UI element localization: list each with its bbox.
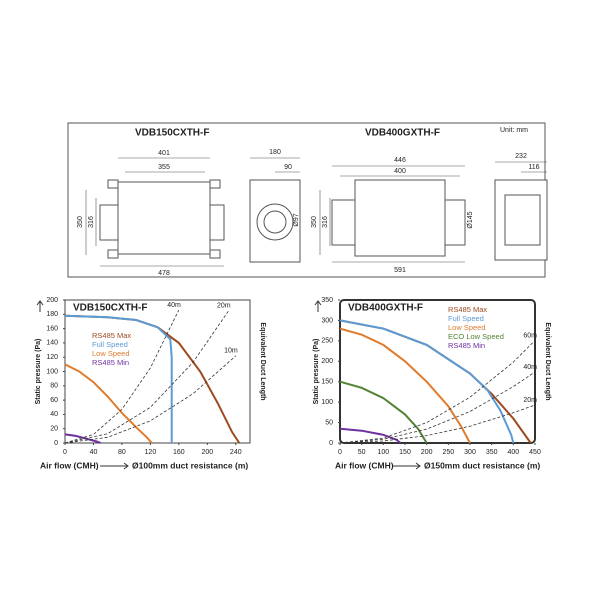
chart-frame [339, 299, 536, 444]
model-title: VDB400GXTH-F [365, 128, 440, 139]
dimension-label: 591 [394, 267, 406, 274]
unit-drawings [85, 157, 548, 267]
x-axis-label: Air flow (CMH) [335, 460, 394, 470]
y-tick-label: 0 [329, 440, 333, 447]
legend-entry: RS485 Min [92, 358, 129, 367]
y-tick-label: 250 [321, 338, 333, 345]
y-tick-label: 140 [46, 340, 58, 347]
y-tick-label: 300 [321, 317, 333, 324]
x-tick-label: 250 [442, 449, 454, 456]
x-tick-label: 0 [338, 449, 342, 456]
y-tick-label: 160 [46, 325, 58, 332]
curve-label: 40m [167, 302, 181, 309]
arrow [314, 300, 322, 312]
x-tick-label: 100 [377, 449, 389, 456]
fan-curve [64, 363, 153, 444]
dimension-label: 478 [158, 270, 170, 277]
dimension-label: 180 [269, 149, 281, 156]
x-tick-label: 300 [464, 449, 476, 456]
x-tick-label: 80 [118, 449, 126, 456]
y-tick-label: 60 [50, 397, 58, 404]
legend-entry: RS485 Max [448, 305, 487, 314]
dimension-label: 401 [158, 150, 170, 157]
dimension-label: 350 [77, 216, 84, 228]
dimension-label: 316 [322, 216, 329, 228]
chart-title: VDB400GXTH-F [348, 303, 423, 314]
fan-curve [339, 319, 515, 444]
resistance-curve [64, 309, 180, 444]
y-tick-label: 150 [321, 379, 333, 386]
dimension-label: 446 [394, 157, 406, 164]
dimension-label: Ø145 [467, 211, 474, 228]
y-tick-label: 100 [321, 399, 333, 406]
arrow [100, 462, 129, 470]
dimension-label: Ø97 [293, 213, 300, 226]
y-tick-label: 180 [46, 311, 58, 318]
curve-label: 20m [523, 397, 537, 404]
legend-entry: Full Speed [448, 314, 484, 323]
legend-entry: Low Speed [448, 323, 486, 332]
legend-entry: RS485 Max [92, 331, 131, 340]
y-tick-label: 100 [46, 368, 58, 375]
y-tick-label: 120 [46, 354, 58, 361]
y-tick-label: 20 [50, 426, 58, 433]
right-axis-label: Equivalent Duct Length [544, 322, 551, 400]
legend-entry: ECO Low Speed [448, 332, 504, 341]
x-tick-label: 40 [90, 449, 98, 456]
y-tick-label: 40 [50, 411, 58, 418]
y-axis-label: Static pressure (Pa) [313, 339, 320, 405]
x-tick-label: 150 [399, 449, 411, 456]
y-tick-label: 350 [321, 297, 333, 304]
y-tick-label: 0 [54, 440, 58, 447]
arrow [36, 300, 44, 312]
y-axis-label: Static pressure (Pa) [35, 339, 42, 405]
x-tick-label: 450 [529, 449, 541, 456]
fan-curve [339, 327, 471, 444]
right-axis-label: Equivalent Duct Length [259, 322, 266, 400]
curve-label: 10m [224, 348, 238, 355]
y-tick-label: 200 [46, 297, 58, 304]
resistance-curve [339, 371, 536, 444]
x-tick-label: 240 [230, 449, 242, 456]
y-tick-label: 50 [325, 419, 333, 426]
x-tick-label: 200 [201, 449, 213, 456]
x-tick-label: 160 [173, 449, 185, 456]
dimension-label: 350 [311, 216, 318, 228]
resistance-curve [64, 310, 230, 444]
legend-entry: RS485 Min [448, 341, 485, 350]
y-tick-label: 200 [321, 358, 333, 365]
x-tick-label: 50 [358, 449, 366, 456]
x-tick-label: 200 [421, 449, 433, 456]
dimension-label: 355 [158, 164, 170, 171]
unit-label: Unit: mm [500, 127, 528, 134]
dimension-label: 90 [284, 164, 292, 171]
resistance-curve [64, 355, 237, 444]
fan-curve [64, 314, 173, 443]
chart-frame [64, 299, 251, 444]
secondary-x-label: Ø100mm duct resistance (m) [132, 460, 248, 470]
dimension-label: 316 [88, 216, 95, 228]
x-tick-label: 120 [145, 449, 157, 456]
curve-label: 60m [523, 332, 537, 339]
x-axis-label: Air flow (CMH) [40, 460, 99, 470]
y-tick-label: 80 [50, 383, 58, 390]
dimension-label: 116 [528, 164, 539, 171]
curve-label: 20m [217, 303, 231, 310]
dimension-label: 400 [394, 168, 406, 175]
legend-entry: Full Speed [92, 340, 128, 349]
arrow [392, 462, 421, 470]
curve-label: 40m [523, 364, 537, 371]
secondary-x-label: Ø150mm duct resistance (m) [424, 460, 540, 470]
x-tick-label: 0 [63, 449, 67, 456]
resistance-curve [339, 340, 536, 444]
legend-entry: Low Speed [92, 349, 130, 358]
dimension-label: 232 [515, 153, 527, 160]
x-tick-label: 400 [507, 449, 519, 456]
model-title: VDB150CXTH-F [135, 128, 209, 139]
x-tick-label: 350 [486, 449, 498, 456]
resistance-curve [339, 404, 536, 444]
fan-curve [339, 427, 402, 444]
chart-title: VDB150CXTH-F [73, 303, 147, 314]
